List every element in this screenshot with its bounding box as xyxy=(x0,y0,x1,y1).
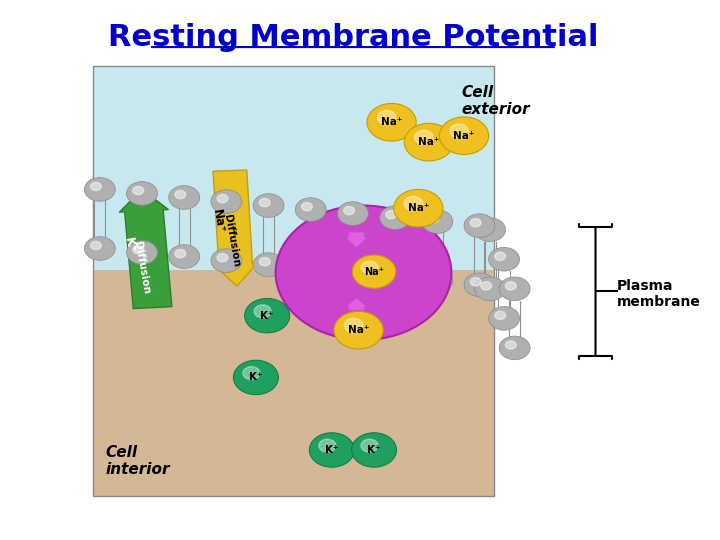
Circle shape xyxy=(415,130,433,145)
Text: Cell
exterior: Cell exterior xyxy=(462,85,531,117)
FancyArrow shape xyxy=(213,170,257,286)
Text: Na⁺: Na⁺ xyxy=(454,131,474,141)
Circle shape xyxy=(276,206,451,340)
Text: K⁺: K⁺ xyxy=(249,373,263,382)
Circle shape xyxy=(361,261,378,274)
Text: Na⁺: Na⁺ xyxy=(381,117,402,127)
Circle shape xyxy=(386,211,397,219)
Circle shape xyxy=(127,181,158,205)
Circle shape xyxy=(168,186,199,210)
Circle shape xyxy=(474,277,505,301)
Text: Na⁺: Na⁺ xyxy=(348,325,369,335)
Circle shape xyxy=(379,265,410,288)
Circle shape xyxy=(295,257,326,280)
Circle shape xyxy=(211,190,242,213)
Circle shape xyxy=(386,269,397,278)
Circle shape xyxy=(302,202,312,211)
Circle shape xyxy=(338,202,369,225)
Circle shape xyxy=(168,245,199,268)
Text: Cell
interior: Cell interior xyxy=(105,444,170,477)
Text: K⁺: K⁺ xyxy=(325,445,338,455)
Circle shape xyxy=(254,305,271,318)
Circle shape xyxy=(495,252,505,260)
Text: Na⁺: Na⁺ xyxy=(408,203,429,213)
Circle shape xyxy=(422,210,453,233)
Text: Diffusion: Diffusion xyxy=(222,213,241,267)
Circle shape xyxy=(481,282,492,290)
Circle shape xyxy=(505,341,516,349)
Circle shape xyxy=(344,318,363,333)
Circle shape xyxy=(428,274,439,282)
Circle shape xyxy=(175,249,186,258)
Circle shape xyxy=(450,124,469,138)
Circle shape xyxy=(259,258,270,266)
Text: K⁺: K⁺ xyxy=(367,445,381,455)
FancyArrow shape xyxy=(346,299,366,310)
Circle shape xyxy=(211,249,242,272)
Circle shape xyxy=(422,269,453,293)
FancyArrow shape xyxy=(346,232,366,247)
Text: Na⁺: Na⁺ xyxy=(210,208,226,235)
Circle shape xyxy=(132,186,143,194)
Circle shape xyxy=(132,246,143,254)
Circle shape xyxy=(259,198,270,207)
Circle shape xyxy=(489,307,520,330)
Circle shape xyxy=(499,336,530,360)
Text: Resting Membrane Potential: Resting Membrane Potential xyxy=(108,23,598,52)
Circle shape xyxy=(245,299,289,333)
Circle shape xyxy=(343,206,354,215)
Circle shape xyxy=(310,433,354,467)
Circle shape xyxy=(489,247,520,271)
FancyBboxPatch shape xyxy=(93,270,493,496)
Circle shape xyxy=(295,198,326,221)
Circle shape xyxy=(379,206,410,230)
Circle shape xyxy=(319,439,336,452)
Text: K⁺: K⁺ xyxy=(122,237,138,255)
Circle shape xyxy=(233,360,279,395)
Circle shape xyxy=(175,191,186,199)
Circle shape xyxy=(499,277,530,301)
Circle shape xyxy=(253,253,284,276)
Text: K⁺: K⁺ xyxy=(261,310,274,321)
Circle shape xyxy=(334,312,383,349)
Circle shape xyxy=(481,222,492,231)
Circle shape xyxy=(474,218,505,241)
Circle shape xyxy=(470,219,481,227)
Circle shape xyxy=(495,311,505,320)
Circle shape xyxy=(91,183,102,191)
Circle shape xyxy=(343,266,354,274)
Circle shape xyxy=(464,214,495,238)
Circle shape xyxy=(338,261,369,285)
Text: Diffusion: Diffusion xyxy=(132,240,151,294)
FancyBboxPatch shape xyxy=(93,66,493,270)
Circle shape xyxy=(404,123,454,161)
Circle shape xyxy=(377,110,396,125)
Circle shape xyxy=(217,253,228,262)
Circle shape xyxy=(84,178,115,201)
Circle shape xyxy=(351,433,397,467)
Circle shape xyxy=(243,367,260,380)
Text: Na⁺: Na⁺ xyxy=(418,137,439,147)
Circle shape xyxy=(91,241,102,249)
Circle shape xyxy=(394,190,443,227)
Text: Plasma
membrane: Plasma membrane xyxy=(616,279,701,309)
FancyArrow shape xyxy=(120,190,172,309)
Circle shape xyxy=(464,273,495,296)
Text: Na⁺: Na⁺ xyxy=(364,267,384,276)
Circle shape xyxy=(505,282,516,290)
Circle shape xyxy=(428,214,439,223)
Circle shape xyxy=(84,237,115,260)
Circle shape xyxy=(127,241,158,265)
Circle shape xyxy=(367,104,416,141)
Circle shape xyxy=(404,197,423,211)
Circle shape xyxy=(439,117,489,154)
Circle shape xyxy=(361,439,378,452)
Circle shape xyxy=(302,261,312,270)
Circle shape xyxy=(352,255,396,288)
Circle shape xyxy=(253,194,284,218)
Circle shape xyxy=(470,278,481,286)
Circle shape xyxy=(217,194,228,202)
